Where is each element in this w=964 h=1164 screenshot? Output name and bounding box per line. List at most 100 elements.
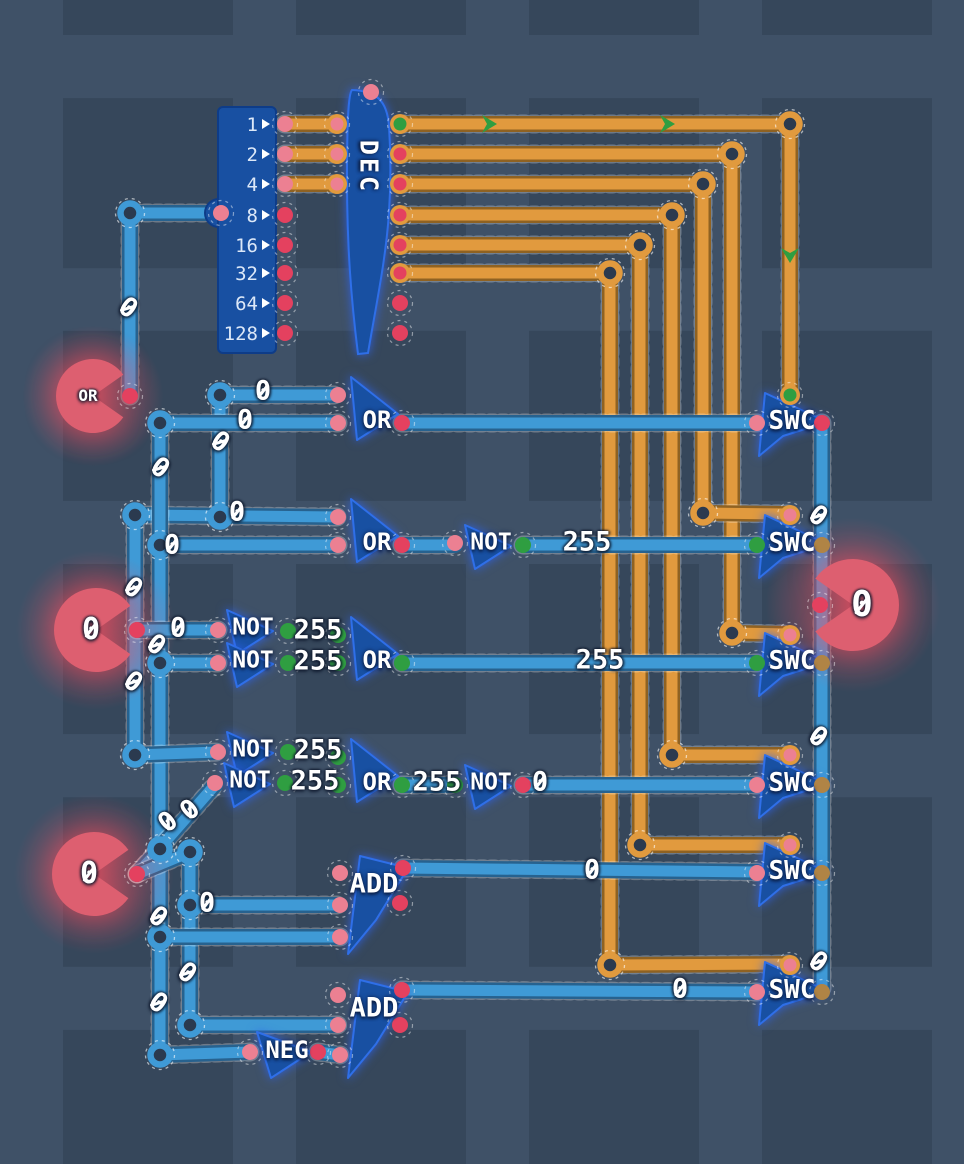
pin[interactable]	[808, 978, 836, 1006]
output-node[interactable]	[765, 517, 941, 693]
pin[interactable]	[776, 381, 804, 409]
blue-wire[interactable]	[393, 858, 767, 882]
blue-wire[interactable]	[150, 1042, 260, 1065]
wire-junction[interactable]	[624, 229, 656, 261]
pin[interactable]	[388, 409, 416, 437]
pin[interactable]	[776, 951, 804, 979]
pin[interactable]	[324, 981, 352, 1009]
pin[interactable]	[274, 738, 302, 766]
pin[interactable]	[324, 621, 352, 649]
pin[interactable]	[204, 738, 232, 766]
neg-gate[interactable]	[256, 1031, 312, 1079]
pin[interactable]	[271, 170, 299, 198]
pin[interactable]	[808, 771, 836, 799]
input-node[interactable]	[22, 325, 164, 467]
wire-junction[interactable]	[144, 833, 176, 865]
or-gate[interactable]	[350, 738, 399, 803]
swc-switch[interactable]	[758, 392, 828, 457]
pin[interactable]	[201, 769, 229, 797]
orange-wire[interactable]	[390, 144, 798, 644]
or-gate[interactable]	[350, 616, 399, 681]
pin[interactable]	[274, 649, 302, 677]
pin[interactable]	[386, 319, 414, 347]
not-gate[interactable]	[223, 762, 271, 808]
pin[interactable]	[271, 231, 299, 259]
pin[interactable]	[271, 110, 299, 138]
pin[interactable]	[304, 1038, 332, 1066]
not-gate[interactable]	[464, 524, 512, 570]
pin[interactable]	[324, 649, 352, 677]
pin[interactable]	[271, 140, 299, 168]
dec-decoder[interactable]	[345, 88, 392, 356]
wire-junction[interactable]	[114, 197, 146, 229]
swc-switch[interactable]	[758, 842, 828, 907]
pin[interactable]	[324, 409, 352, 437]
pin[interactable]	[324, 503, 352, 531]
pin[interactable]	[808, 859, 836, 887]
pin[interactable]	[388, 649, 416, 677]
pin[interactable]	[271, 259, 299, 287]
pin[interactable]	[271, 319, 299, 347]
pin[interactable]	[776, 831, 804, 859]
pin[interactable]	[271, 769, 299, 797]
wire-junction[interactable]	[774, 108, 806, 140]
pin[interactable]	[323, 110, 351, 138]
pin[interactable]	[386, 201, 414, 229]
pin[interactable]	[743, 649, 771, 677]
pin[interactable]	[116, 382, 144, 410]
pin[interactable]	[324, 381, 352, 409]
pin[interactable]	[357, 78, 385, 106]
pin[interactable]	[271, 201, 299, 229]
pin[interactable]	[324, 743, 352, 771]
wire-junction[interactable]	[594, 949, 626, 981]
wire-junction[interactable]	[174, 1009, 206, 1041]
orange-wire[interactable]	[390, 205, 798, 765]
pin[interactable]	[776, 621, 804, 649]
pin[interactable]	[808, 649, 836, 677]
pin[interactable]	[388, 771, 416, 799]
wire-junction[interactable]	[144, 921, 176, 953]
pin[interactable]	[386, 140, 414, 168]
wire-junction[interactable]	[174, 836, 206, 868]
orange-wire[interactable]	[390, 263, 798, 975]
pin[interactable]	[388, 531, 416, 559]
pin[interactable]	[743, 771, 771, 799]
blue-wire[interactable]	[125, 742, 228, 765]
pin[interactable]	[204, 616, 232, 644]
pin[interactable]	[806, 591, 834, 619]
wire-junction[interactable]	[144, 407, 176, 439]
orange-wire[interactable]	[390, 174, 798, 524]
wire-junction[interactable]	[716, 617, 748, 649]
pin[interactable]	[236, 1038, 264, 1066]
pin[interactable]	[386, 231, 414, 259]
pin[interactable]	[386, 259, 414, 287]
pin[interactable]	[326, 1041, 354, 1069]
pin[interactable]	[441, 771, 469, 799]
pin[interactable]	[386, 170, 414, 198]
pin[interactable]	[207, 199, 235, 227]
pin[interactable]	[441, 529, 469, 557]
not-gate[interactable]	[226, 642, 274, 688]
blue-wire[interactable]	[125, 505, 348, 527]
wire-junction[interactable]	[144, 647, 176, 679]
pin[interactable]	[204, 649, 232, 677]
not-gate[interactable]	[464, 764, 512, 810]
not-gate[interactable]	[226, 731, 274, 777]
or-gate[interactable]	[350, 498, 399, 563]
pin[interactable]	[326, 891, 354, 919]
pin[interactable]	[776, 741, 804, 769]
wire-junction[interactable]	[687, 168, 719, 200]
pin[interactable]	[743, 531, 771, 559]
pin[interactable]	[808, 531, 836, 559]
pin[interactable]	[386, 889, 414, 917]
wire-junction[interactable]	[656, 199, 688, 231]
blue-wire[interactable]	[392, 980, 767, 1002]
pin[interactable]	[743, 859, 771, 887]
pin[interactable]	[323, 140, 351, 168]
pin[interactable]	[743, 978, 771, 1006]
input-node[interactable]	[16, 550, 176, 710]
pin[interactable]	[509, 531, 537, 559]
wire-junction[interactable]	[144, 1039, 176, 1071]
